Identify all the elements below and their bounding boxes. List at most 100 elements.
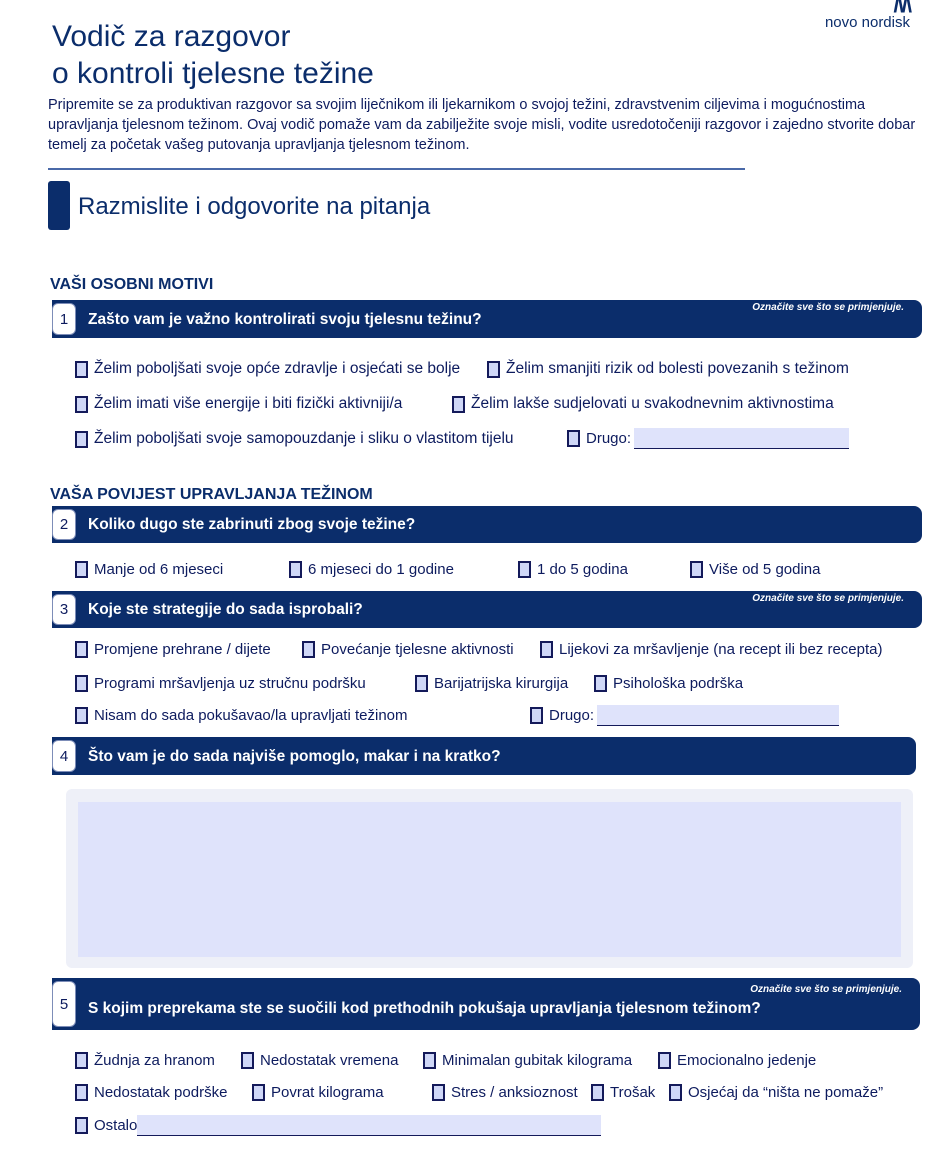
option-label: Više od 5 godina [709, 561, 821, 578]
checkbox[interactable] [241, 1052, 254, 1069]
option-label: Emocionalno jedenje [677, 1052, 817, 1069]
checkbox[interactable] [594, 675, 607, 692]
question-text: S kojim preprekama ste se suočili kod pr… [88, 1000, 761, 1017]
option-label: Žudnja za hranom [94, 1052, 215, 1069]
q3-other-field[interactable] [597, 705, 840, 726]
checkbox[interactable] [289, 561, 302, 578]
checkbox[interactable] [540, 641, 553, 658]
option-label: Povećanje tjelesne aktivnosti [321, 641, 514, 658]
q5-option[interactable]: Emocionalno jedenje [658, 1052, 816, 1069]
checkbox[interactable] [252, 1084, 265, 1101]
option-label: 6 mjeseci do 1 godine [308, 561, 454, 578]
select-all-note: Označite sve što se primjenjuje. [750, 984, 902, 995]
q5-option[interactable]: Povrat kilograma [252, 1084, 384, 1101]
select-all-note: Označite sve što se primjenjuje. [752, 302, 904, 313]
q2-option[interactable]: 1 do 5 godina [518, 561, 628, 578]
q3-option[interactable]: Programi mršavljenja uz stručnu podršku [75, 675, 366, 692]
q1-option[interactable]: Želim lakše sudjelovati u svakodnevnim a… [452, 395, 834, 413]
q1-option[interactable]: Želim smanjiti rizik od bolesti povezani… [487, 360, 849, 378]
checkbox[interactable] [75, 1117, 88, 1134]
checkbox[interactable] [591, 1084, 604, 1101]
checkbox[interactable] [75, 675, 88, 692]
checkbox[interactable] [75, 641, 88, 658]
question-number: 4 [52, 740, 76, 772]
intro-text: Pripremite se za produktivan razgovor sa… [48, 97, 916, 153]
option-label: Ostalo [94, 1117, 138, 1134]
q3-option[interactable]: Promjene prehrane / dijete [75, 641, 271, 658]
q5-other-field[interactable] [137, 1115, 602, 1136]
checkbox[interactable] [487, 360, 500, 378]
option-label: Lijekovi za mršavljenje (na recept ili b… [559, 641, 883, 658]
checkbox[interactable] [452, 395, 465, 413]
checkbox[interactable] [567, 430, 580, 447]
section-marker [48, 181, 70, 230]
question-text: Što vam je do sada najviše pomoglo, maka… [88, 748, 501, 765]
checkbox[interactable] [75, 360, 88, 378]
logo-mark-icon: /\/\ [893, 0, 912, 17]
q2-option[interactable]: Manje od 6 mjeseci [75, 561, 223, 578]
q3-option[interactable]: Lijekovi za mršavljenje (na recept ili b… [540, 641, 882, 658]
checkbox[interactable] [75, 395, 88, 413]
q3-option-other[interactable]: Drugo: [530, 705, 840, 726]
q1-option[interactable]: Želim poboljšati svoje samopouzdanje i s… [75, 430, 514, 448]
q5-option[interactable]: Trošak [591, 1084, 655, 1101]
q3-option[interactable]: Barijatrijska kirurgija [415, 675, 568, 692]
q4-answer-textarea[interactable] [78, 802, 901, 957]
option-label: Osjećaj da “ništa ne pomaže” [688, 1084, 884, 1101]
option-label: Nedostatak podrške [94, 1084, 228, 1101]
question-number: 2 [52, 509, 76, 540]
option-label: Želim imati više energije i biti fizički… [94, 395, 403, 412]
checkbox[interactable] [530, 707, 543, 724]
option-label: Želim poboljšati svoje opće zdravlje i o… [94, 360, 461, 377]
question-3-bar: 3 Koje ste strategije do sada isprobali?… [52, 591, 922, 628]
q5-option[interactable]: Stres / anksioznost [432, 1084, 578, 1101]
checkbox[interactable] [302, 641, 315, 658]
checkbox[interactable] [518, 561, 531, 578]
checkbox[interactable] [423, 1052, 436, 1069]
checkbox[interactable] [415, 675, 428, 692]
title-line-1: Vodič za razgovor [52, 20, 291, 53]
checkbox[interactable] [75, 1052, 88, 1069]
q3-option[interactable]: Psihološka podrška [594, 675, 743, 692]
q5-option[interactable]: Minimalan gubitak kilograma [423, 1052, 632, 1069]
q1-other-field[interactable] [634, 428, 850, 449]
checkbox[interactable] [75, 1084, 88, 1101]
checkbox[interactable] [432, 1084, 445, 1101]
q2-option[interactable]: Više od 5 godina [690, 561, 820, 578]
checkbox[interactable] [75, 430, 88, 448]
q5-option[interactable]: Osjećaj da “ništa ne pomaže” [669, 1084, 883, 1101]
checkbox[interactable] [75, 561, 88, 578]
q3-option[interactable]: Povećanje tjelesne aktivnosti [302, 641, 514, 658]
option-label: 1 do 5 godina [537, 561, 628, 578]
q5-option[interactable]: Nedostatak vremena [241, 1052, 398, 1069]
option-label: Stres / anksioznost [451, 1084, 578, 1101]
q5-option[interactable]: Nedostatak podrške [75, 1084, 227, 1101]
option-label: Barijatrijska kirurgija [434, 675, 569, 692]
q2-option[interactable]: 6 mjeseci do 1 godine [289, 561, 454, 578]
checkbox[interactable] [75, 707, 88, 724]
q5-option[interactable]: Žudnja za hranom [75, 1052, 215, 1069]
option-label: Minimalan gubitak kilograma [442, 1052, 633, 1069]
q5-option-other[interactable]: Ostalo [75, 1115, 602, 1136]
checkbox[interactable] [658, 1052, 671, 1069]
logo-text: novo nordisk [824, 14, 910, 31]
q3-option[interactable]: Nisam do sada pokušavao/la upravljati te… [75, 707, 408, 724]
q1-option[interactable]: Želim poboljšati svoje opće zdravlje i o… [75, 360, 460, 378]
question-1-bar: 1 Zašto vam je važno kontrolirati svoju … [52, 300, 922, 338]
question-5-bar: 5 Označite sve što se primjenjuje. S koj… [52, 978, 920, 1030]
q1-option[interactable]: Želim imati više energije i biti fizički… [75, 395, 402, 413]
checkbox[interactable] [669, 1084, 682, 1101]
option-label: Drugo: [586, 430, 632, 447]
select-all-note: Označite sve što se primjenjuje. [752, 593, 904, 604]
q1-option-other[interactable]: Drugo: [567, 428, 850, 449]
checkbox[interactable] [690, 561, 703, 578]
question-text: Zašto vam je važno kontrolirati svoju tj… [88, 311, 482, 328]
option-label: Psihološka podrška [613, 675, 744, 692]
option-label: Želim poboljšati svoje samopouzdanje i s… [94, 430, 514, 447]
option-label: Promjene prehrane / dijete [94, 641, 271, 658]
option-label: Manje od 6 mjeseci [94, 561, 224, 578]
divider [48, 168, 745, 170]
option-label: Nisam do sada pokušavao/la upravljati te… [94, 707, 408, 724]
option-label: Nedostatak vremena [260, 1052, 399, 1069]
